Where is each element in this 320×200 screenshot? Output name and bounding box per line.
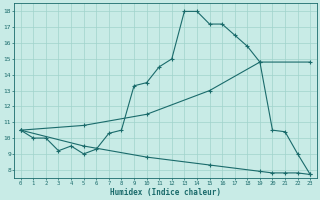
X-axis label: Humidex (Indice chaleur): Humidex (Indice chaleur) (110, 188, 221, 197)
